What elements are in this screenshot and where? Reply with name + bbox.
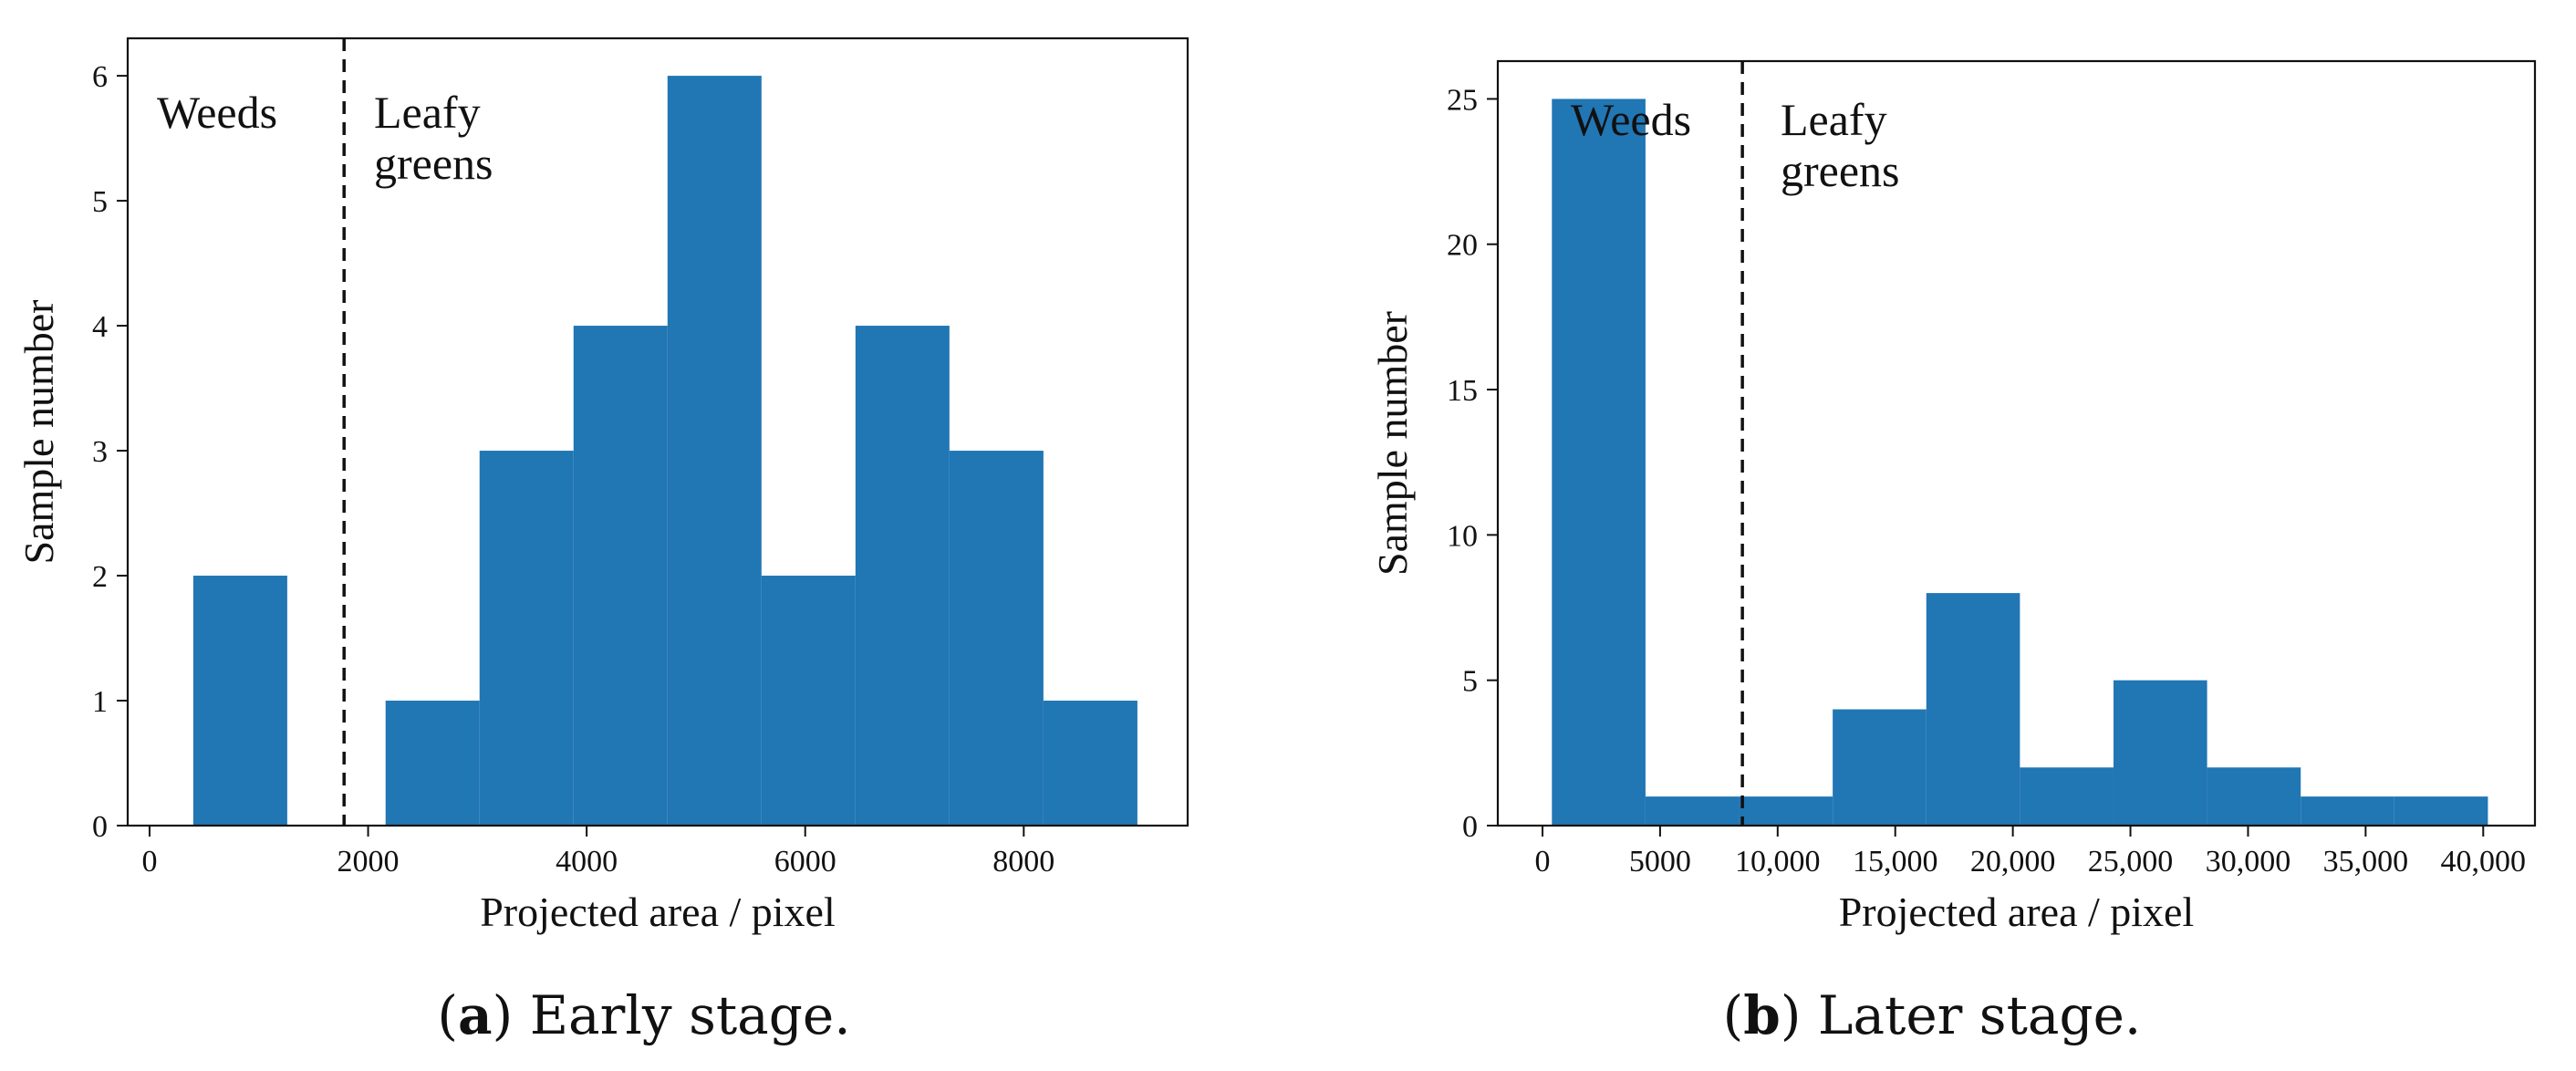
panel-a-ytick-label-3: 3: [92, 435, 108, 469]
panel-b-bar-3: [1833, 709, 1927, 826]
panel-a-bar-8: [1043, 701, 1137, 826]
panel-b-ytick-label-2: 10: [1447, 519, 1478, 553]
panel-a-bar-7: [949, 451, 1044, 826]
panel-a-bar-6: [855, 326, 950, 827]
panel-b-xtick-label-2: 10,000: [1735, 845, 1821, 879]
panel-a-bar-2: [479, 451, 574, 826]
panel-a-xtick-label-4: 8000: [992, 845, 1054, 879]
panel-a-axes-frame: [126, 36, 1189, 827]
panel-b-bar-4: [1926, 593, 2020, 826]
panel-b-bar-1: [1645, 796, 1740, 826]
panel-b-bar-6: [2113, 680, 2207, 826]
panel-a-bar-0: [192, 576, 287, 826]
panel-b-bar-8: [2301, 796, 2394, 826]
caption-panel-a: (a) Early stage.: [437, 984, 851, 1046]
panel-a-ytick-label-1: 1: [92, 685, 108, 719]
panel-a-ylabel: Sample number: [16, 300, 62, 565]
caption-panel-b: (b) Later stage.: [1722, 984, 2142, 1046]
panel-a-ytick-label-0: 0: [92, 810, 108, 844]
caption-tag-b: b: [1743, 984, 1781, 1046]
chart-panel-b: 0 5000 10,000 15,000 20,000 25,000 30,000 35,00…: [1369, 59, 2537, 935]
panel-a-ytick-label-2: 2: [92, 560, 108, 594]
panel-a-bar-4: [667, 76, 762, 827]
panel-b-xtick-label-4: 20,000: [1970, 845, 2056, 879]
panel-b-xtick-label-5: 25,000: [2088, 845, 2174, 879]
panel-b-annotation-weeds: Weeds: [1571, 94, 1691, 145]
panel-b-bar-0: [1552, 99, 1646, 826]
panel-a-xtick-label-1: 2000: [338, 845, 400, 879]
panel-b-ytick-label-0: 0: [1462, 810, 1478, 844]
panel-a-annotation-leafy-greens-0: Leafy: [374, 87, 481, 138]
panel-b-xtick-label-6: 30,000: [2206, 845, 2291, 879]
panel-a-bar-5: [761, 576, 856, 826]
panel-b-ylabel: Sample number: [1369, 311, 1416, 576]
panel-a-xlabel: Projected area / pixel: [480, 889, 836, 935]
caption-text-b: Later stage.: [1817, 984, 2142, 1046]
panel-b-ytick-label-1: 5: [1462, 665, 1478, 699]
panel-b-bar-2: [1739, 796, 1833, 826]
panel-b-annotation-leafy-greens-0: Leafy: [1781, 94, 1887, 145]
chart-panel-a: 0 2000 4000 6000 8000 0 1 2 3 4 5 6 Projected area /…: [16, 36, 1189, 935]
panel-a-annotation-leafy-greens-1: greens: [374, 138, 493, 189]
panel-b-bar-5: [2020, 767, 2114, 826]
panel-b-bar-7: [2207, 767, 2301, 826]
panel-a-xtick-label-2: 4000: [556, 845, 618, 879]
panel-a-ytick-label-5: 5: [92, 185, 108, 219]
panel-a-xtick-label-3: 6000: [774, 845, 836, 879]
panel-a-bar-3: [573, 326, 668, 827]
panel-a-annotation-weeds: Weeds: [157, 87, 277, 138]
panel-b-xtick-label-1: 5000: [1629, 845, 1691, 879]
caption-tag-a: a: [458, 984, 493, 1046]
panel-b-bar-9: [2394, 796, 2488, 826]
panel-b-axes-frame: [1496, 59, 2537, 827]
panel-b-ytick-label-5: 25: [1447, 83, 1478, 117]
panel-a-ytick-label-6: 6: [92, 60, 108, 94]
caption-text-a: Early stage.: [529, 984, 851, 1046]
panel-b-xtick-label-8: 40,000: [2441, 845, 2527, 879]
panel-b-xlabel: Projected area / pixel: [1839, 889, 2195, 935]
panel-b-xtick-label-0: 0: [1534, 845, 1550, 879]
panel-a-ytick-label-4: 4: [92, 310, 108, 344]
panel-b-ytick-label-4: 20: [1447, 229, 1478, 263]
panel-b-annotation-leafy-greens-1: greens: [1781, 145, 1900, 196]
panel-b-xtick-label-7: 35,000: [2323, 845, 2409, 879]
panel-a-xtick-label-0: 0: [141, 845, 157, 879]
panel-b-ytick-label-3: 15: [1447, 374, 1478, 408]
panel-a-bar-1: [385, 701, 480, 826]
panel-b-xtick-label-3: 15,000: [1853, 845, 1938, 879]
